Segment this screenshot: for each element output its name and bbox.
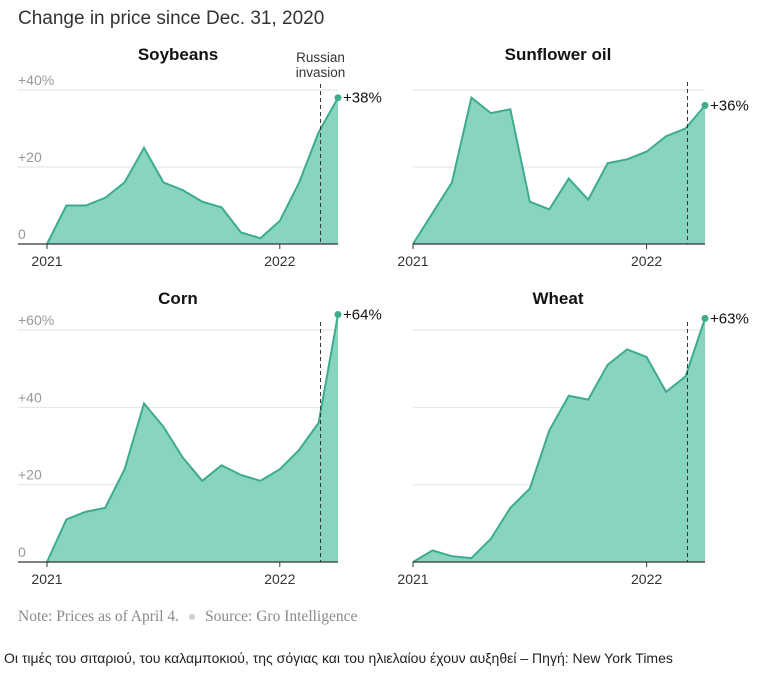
panel-title: Soybeans: [138, 45, 218, 64]
end-value-label: +36%: [710, 97, 749, 114]
separator-dot-icon: [189, 614, 196, 621]
x-tick-label: 2021: [397, 571, 428, 587]
note-text: Note: Prices as of April 4.: [18, 608, 180, 625]
panel-title: Wheat: [533, 289, 584, 308]
x-tick-label: 2022: [264, 253, 295, 269]
y-tick-label: +40: [18, 389, 42, 405]
footer-note: Note: Prices as of April 4. Source: Gro I…: [18, 608, 357, 626]
image-caption: Οι τιμές του σιταριού, του καλαμποκιού, …: [4, 650, 673, 666]
end-value-label: +64%: [343, 307, 382, 324]
source-text: Source: Gro Intelligence: [205, 608, 358, 625]
series-area: [413, 318, 705, 562]
series-line: [46, 314, 339, 563]
x-tick-label: 2021: [31, 571, 62, 587]
end-point-marker: [701, 101, 709, 109]
x-tick-label: 2022: [264, 571, 295, 587]
x-tick-label: 2021: [31, 253, 62, 269]
x-tick-label: 2021: [397, 253, 428, 269]
series-area: [47, 97, 338, 244]
y-tick-label: +40%: [18, 72, 54, 88]
y-tick-label: 0: [18, 544, 26, 560]
y-tick-label: +20: [18, 467, 42, 483]
series-line: [412, 318, 706, 563]
x-tick-label: 2022: [631, 571, 662, 587]
end-value-label: +63%: [710, 310, 749, 327]
invasion-annotation: Russian: [296, 50, 345, 65]
series-area: [47, 314, 338, 562]
y-tick-label: +60%: [18, 312, 54, 328]
chart-heading: Change in price since Dec. 31, 2020: [18, 8, 325, 29]
series-line: [412, 95, 706, 245]
series-line: [46, 97, 339, 245]
invasion-annotation: invasion: [296, 65, 346, 80]
series-area: [413, 97, 705, 244]
panel-title: Corn: [158, 289, 198, 308]
end-point-marker: [701, 314, 709, 322]
end-value-label: +38%: [343, 90, 382, 107]
y-tick-label: +20: [18, 149, 42, 165]
y-tick-label: 0: [18, 226, 26, 242]
end-point-marker: [334, 311, 342, 319]
x-tick-label: 2022: [631, 253, 662, 269]
end-point-marker: [334, 94, 342, 102]
panel-title: Sunflower oil: [505, 45, 612, 64]
